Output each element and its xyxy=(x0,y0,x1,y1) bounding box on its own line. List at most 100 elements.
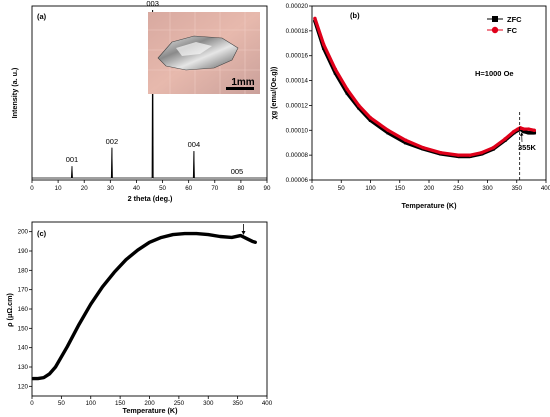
peak-label-004: 004 xyxy=(188,140,201,149)
series-fc-point xyxy=(518,126,522,130)
series-fc-point xyxy=(313,16,317,21)
series-fc-point xyxy=(357,103,361,108)
x-tick-label: 50 xyxy=(159,185,166,192)
peak-label-001: 001 xyxy=(66,155,79,164)
x-tick-label: 200 xyxy=(424,185,435,192)
series-zfc-point xyxy=(522,129,526,134)
panel-b-ticks: 0 50 100 150 200 250 300 350 400 0.00006 0.00008 0.… xyxy=(286,3,550,192)
legend-zfc-label: ZFC xyxy=(507,15,522,24)
y-tick-label: 150 xyxy=(18,325,29,332)
panel-a-x-ticks: 0 10 20 30 40 50 60 70 80 90 xyxy=(30,180,271,192)
panel-b-tag: (b) xyxy=(350,11,360,20)
y-tick-label: 0.00018 xyxy=(286,28,309,35)
y-tick-label: 0.00016 xyxy=(286,53,309,60)
x-tick-label: 60 xyxy=(185,185,192,192)
series-zfc-point xyxy=(333,71,337,75)
y-tick-label: 0.00014 xyxy=(286,78,309,85)
x-tick-label: 350 xyxy=(512,185,523,192)
series-fc-point xyxy=(456,153,460,157)
peak-label-002: 002 xyxy=(106,137,119,146)
series-fc-point xyxy=(512,129,516,134)
y-tick-label: 160 xyxy=(18,306,29,313)
panel-a-tag: (a) xyxy=(37,12,47,21)
legend-fc-marker xyxy=(491,26,499,34)
x-tick-label: 80 xyxy=(237,185,244,192)
x-tick-label: 10 xyxy=(55,185,62,192)
x-tick-label: 200 xyxy=(144,400,155,407)
x-tick-label: 300 xyxy=(482,185,493,192)
series-zfc-point xyxy=(345,91,349,95)
panel-a-x-label: 2 theta (deg.) xyxy=(128,194,173,203)
y-tick-label: 200 xyxy=(18,229,29,236)
panel-c-y-label: ρ (μΩ.cm) xyxy=(5,293,14,327)
y-tick-label: 0.00006 xyxy=(286,177,309,184)
series-fc-point xyxy=(468,153,472,157)
x-tick-label: 0 xyxy=(310,185,314,192)
series-fc-point xyxy=(532,128,536,132)
series-fc-point xyxy=(322,42,326,47)
series-fc-point xyxy=(345,87,349,91)
y-tick-label: 0.00020 xyxy=(286,3,309,10)
series-fc-point xyxy=(333,67,338,72)
series-fc-point xyxy=(386,128,390,132)
x-tick-label: 150 xyxy=(115,400,126,407)
x-tick-label: 30 xyxy=(107,185,114,192)
series-fc-point xyxy=(522,127,526,131)
panel-c-series xyxy=(31,231,257,381)
series-zfc-point xyxy=(357,106,361,110)
scale-bar xyxy=(226,87,254,90)
x-tick-label: 50 xyxy=(338,185,345,192)
peak-label-005: 005 xyxy=(231,167,244,176)
x-tick-label: 0 xyxy=(30,185,34,192)
x-tick-label: 0 xyxy=(30,400,34,407)
x-tick-label: 250 xyxy=(174,400,185,407)
x-tick-label: 90 xyxy=(264,185,271,192)
panel-b: (b) 0 50 100 150 200 250 300 350 400 0.00006 0.000… xyxy=(269,3,550,210)
series-fc-point xyxy=(403,138,408,142)
x-tick-label: 150 xyxy=(395,185,406,192)
x-tick-label: 100 xyxy=(365,185,376,192)
x-tick-label: 20 xyxy=(81,185,88,192)
legend-fc-label: FC xyxy=(507,26,518,35)
panel-b-legend: ZFC FC xyxy=(487,15,522,35)
y-tick-label: 120 xyxy=(18,383,29,390)
series-fc-point xyxy=(368,116,373,120)
y-tick-label: 170 xyxy=(18,287,29,294)
panel-c: (c) 0 50 100 150 200 250 300 350 400 120 130 140 150… xyxy=(5,221,273,415)
scale-bar-label: 1mm xyxy=(231,77,254,88)
y-tick-label: 180 xyxy=(18,267,29,274)
series-zfc-point xyxy=(368,118,373,122)
x-tick-label: 350 xyxy=(232,400,243,407)
y-tick-label: 190 xyxy=(18,248,29,255)
series-zfc-point xyxy=(526,131,531,135)
series-fc-point xyxy=(491,145,496,150)
series-zfc-point xyxy=(386,131,390,135)
panel-c-ticks: 0 50 100 150 200 250 300 350 400 120 130 140 150 160 1… xyxy=(18,229,273,407)
panel-c-frame xyxy=(31,221,268,397)
y-tick-label: 0.00008 xyxy=(286,152,309,159)
y-tick-label: 130 xyxy=(18,364,29,371)
x-tick-label: 100 xyxy=(86,400,97,407)
series-zfc-point xyxy=(404,141,408,145)
panel-b-series xyxy=(313,16,537,159)
crystal-highlight xyxy=(176,42,212,56)
y-tick-label: 140 xyxy=(18,345,29,352)
series-fc-line xyxy=(313,16,536,157)
peak-label-003: 003 xyxy=(146,0,159,8)
panel-c-tag: (c) xyxy=(37,229,47,238)
panel-a: (a) 0 10 20 30 40 50 60 70 80 90 001002003004005 … xyxy=(10,0,271,203)
transition-temp-label: 355K xyxy=(518,143,537,152)
x-tick-label: 40 xyxy=(133,185,140,192)
x-tick-label: 400 xyxy=(541,185,550,192)
y-tick-label: 0.00012 xyxy=(286,102,309,109)
x-tick-label: 50 xyxy=(58,400,65,407)
panel-c-x-label: Temperature (K) xyxy=(123,406,179,415)
series-fc-point xyxy=(526,127,531,131)
y-tick-label: 0.00010 xyxy=(286,127,309,134)
panel-a-y-label: Intensity (a. u.) xyxy=(10,67,19,118)
series-fc-point xyxy=(479,150,484,155)
series-zfc-point xyxy=(532,131,536,135)
field-annotation: H=1000 Oe xyxy=(475,69,514,78)
